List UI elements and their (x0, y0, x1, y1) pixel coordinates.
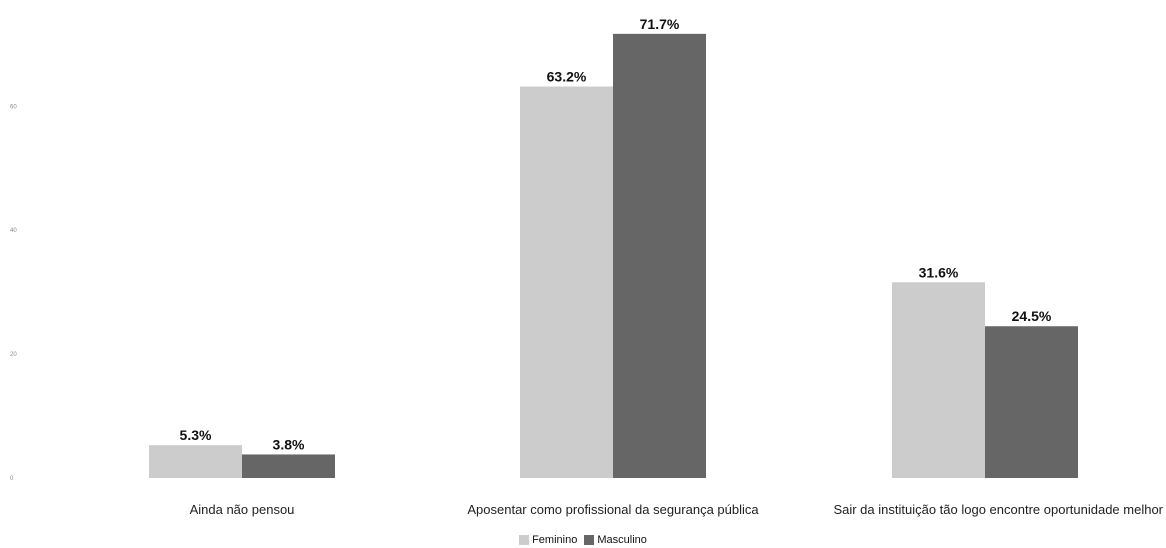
category-label: Ainda não pensou (190, 502, 295, 517)
y-axis-ticks: 0 20 40 60 (10, 104, 17, 482)
legend-swatch-feminino (519, 535, 530, 545)
y-tick-label: 0 (10, 476, 14, 482)
data-label-feminino: 5.3% (180, 427, 212, 443)
category-label: Sair da instituição tão logo encontre op… (833, 502, 1163, 517)
legend: Feminino Masculino (0, 534, 1166, 548)
y-tick-label: 40 (10, 228, 17, 234)
data-label-masculino: 24.5% (1012, 308, 1052, 324)
bar-masculino (613, 33, 706, 478)
legend-swatch-masculino (584, 535, 595, 545)
legend-item-feminino: Feminino (519, 534, 577, 546)
bar-feminino (892, 282, 985, 478)
data-label-masculino: 71.7% (640, 16, 680, 32)
legend-label-masculino: Masculino (597, 534, 647, 546)
legend-label-feminino: Feminino (532, 534, 578, 546)
data-label-feminino: 31.6% (919, 264, 959, 280)
category-label: Aposentar como profissional da segurança… (467, 502, 759, 517)
y-tick-label: 20 (10, 352, 17, 358)
bar-feminino (520, 86, 613, 478)
bar-masculino (985, 326, 1078, 478)
bars (149, 33, 1078, 478)
legend-item-masculino: Masculino (584, 534, 647, 546)
bar-feminino (149, 445, 242, 478)
y-tick-label: 60 (10, 104, 17, 110)
data-labels: 5.3% 63.2% 31.6% 3.8% 71.7% 24.5% (180, 16, 1052, 453)
bar-masculino (242, 454, 335, 478)
category-labels: Ainda não pensou Aposentar como profissio… (190, 502, 1164, 517)
data-label-feminino: 63.2% (547, 69, 587, 85)
data-label-masculino: 3.8% (273, 436, 305, 452)
